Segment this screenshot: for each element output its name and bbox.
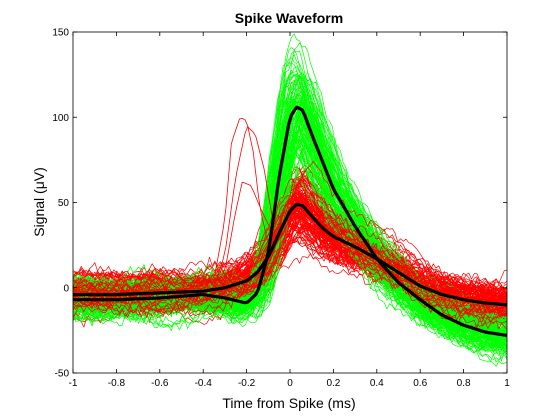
x-axis-label: Time from Spike (ms) [222, 395, 355, 411]
unit-b-trace [72, 210, 508, 323]
unit-a-trace [72, 139, 508, 338]
unit-b-trace [72, 196, 508, 291]
unit-a-mean-line [73, 105, 508, 338]
x-tick-label: 0.2 [326, 378, 340, 389]
x-tick-label: -0.4 [195, 378, 213, 389]
x-tick-label: 0.4 [370, 378, 384, 389]
y-tick-label: 150 [52, 28, 69, 39]
unit-a-trace [72, 97, 508, 343]
x-tick-label: 1 [504, 378, 510, 389]
unit-b-outlier-trace-2 [72, 126, 508, 304]
x-tick-label: 0.6 [413, 378, 427, 389]
unit-a-trace [72, 131, 508, 344]
y-axis-label: Signal (μV) [31, 167, 47, 237]
y-tick-label: 100 [52, 113, 69, 124]
unit-b-mean-line [73, 202, 508, 307]
x-tick-label: -1 [69, 378, 78, 389]
unit-b-trace [72, 206, 508, 303]
chart-title: Spike Waveform [235, 10, 343, 26]
unit-a-trace [72, 88, 508, 340]
unit-b-trace [72, 209, 508, 295]
x-tick-label: -0.2 [238, 378, 256, 389]
x-tick-label: -0.6 [151, 378, 169, 389]
unit-b-trace [73, 202, 508, 302]
y-tick-label: -50 [55, 369, 70, 380]
unit-b-trace [72, 181, 508, 310]
y-tick-label: 0 [63, 283, 69, 294]
x-tick-label: 0.8 [457, 378, 471, 389]
x-tick-label: 0 [287, 378, 293, 389]
y-tick-label: 50 [58, 198, 70, 209]
axis-ticks: -1 -0.8 -0.6 -0.4 -0.2 0 0.2 0.4 0.6 0.8 1 -50 0 50 10… [52, 28, 510, 390]
plot-area [72, 33, 508, 367]
x-tick-label: -0.8 [108, 378, 126, 389]
